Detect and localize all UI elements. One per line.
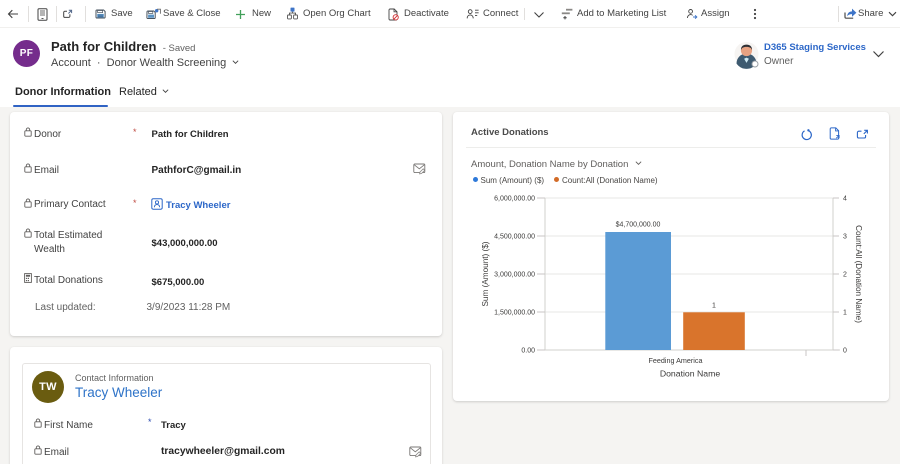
svg-text:0.00: 0.00 <box>521 348 535 355</box>
svg-text:6,000,000.00: 6,000,000.00 <box>494 196 535 203</box>
svg-text:2: 2 <box>843 272 847 279</box>
svg-text:1,500,000.00: 1,500,000.00 <box>494 310 535 317</box>
svg-text:1: 1 <box>712 303 716 310</box>
svg-text:1: 1 <box>843 310 847 317</box>
svg-text:$4,700,000.00: $4,700,000.00 <box>616 222 661 229</box>
svg-text:Sum (Amount) ($): Sum (Amount) ($) <box>481 241 490 306</box>
svg-text:3,000,000.00: 3,000,000.00 <box>494 272 535 279</box>
svg-text:Count:All (Donation Name): Count:All (Donation Name) <box>854 225 863 323</box>
svg-text:4: 4 <box>843 196 847 203</box>
svg-text:4,500,000.00: 4,500,000.00 <box>494 234 535 241</box>
svg-text:Feeding America: Feeding America <box>649 356 703 365</box>
svg-text:0: 0 <box>843 348 847 355</box>
svg-text:Donation Name: Donation Name <box>660 369 721 379</box>
svg-text:3: 3 <box>843 234 847 241</box>
